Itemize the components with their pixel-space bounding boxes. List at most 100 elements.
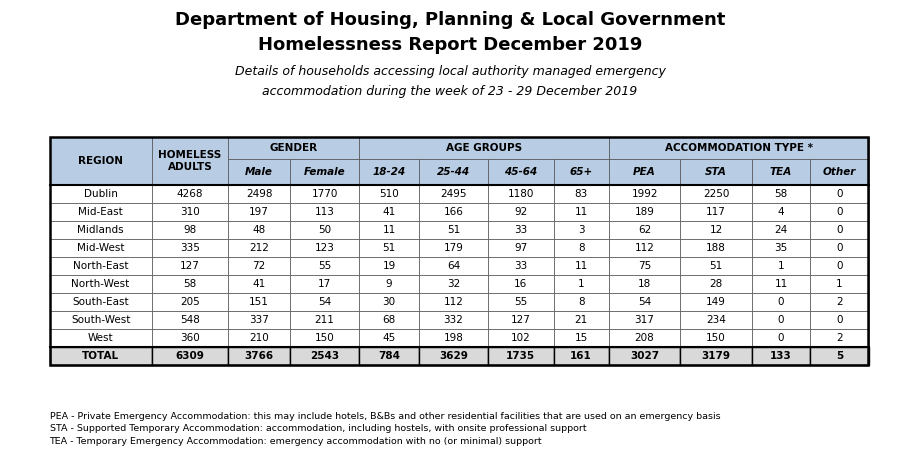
Text: 332: 332 [444, 315, 464, 325]
Text: 0: 0 [836, 315, 842, 325]
Text: 117: 117 [706, 207, 726, 217]
Text: 784: 784 [378, 351, 400, 361]
Text: 15: 15 [574, 333, 588, 343]
Text: STA: STA [706, 167, 727, 177]
Text: 112: 112 [444, 297, 464, 307]
Text: Female: Female [303, 167, 346, 177]
Text: 21: 21 [574, 315, 588, 325]
Text: 1: 1 [778, 261, 785, 271]
Text: 28: 28 [709, 279, 723, 289]
Text: 188: 188 [706, 243, 726, 253]
Text: 55: 55 [318, 261, 331, 271]
Text: 360: 360 [180, 333, 200, 343]
Text: 19: 19 [382, 261, 396, 271]
Text: 112: 112 [634, 243, 654, 253]
Text: 2: 2 [836, 297, 842, 307]
Text: 62: 62 [638, 225, 652, 235]
Text: 0: 0 [836, 243, 842, 253]
Text: 2495: 2495 [440, 189, 466, 199]
Text: 9: 9 [385, 279, 392, 289]
Text: AGE GROUPS: AGE GROUPS [446, 143, 522, 153]
Text: 24: 24 [775, 225, 788, 235]
Text: 4: 4 [778, 207, 785, 217]
Text: 510: 510 [379, 189, 399, 199]
Text: 123: 123 [315, 243, 335, 253]
Text: 64: 64 [446, 261, 460, 271]
Text: 3179: 3179 [702, 351, 731, 361]
Text: 58: 58 [184, 279, 197, 289]
Text: 335: 335 [180, 243, 200, 253]
Text: 16: 16 [514, 279, 527, 289]
Text: 161: 161 [571, 351, 592, 361]
Text: 18: 18 [638, 279, 652, 289]
Text: 41: 41 [253, 279, 266, 289]
Text: 48: 48 [253, 225, 266, 235]
Text: 1180: 1180 [508, 189, 534, 199]
Text: REGION: REGION [78, 156, 123, 166]
Text: 98: 98 [184, 225, 197, 235]
Text: North-West: North-West [71, 279, 130, 289]
Text: 45: 45 [382, 333, 396, 343]
Text: Dublin: Dublin [84, 189, 118, 199]
Text: 58: 58 [775, 189, 788, 199]
Text: 127: 127 [511, 315, 531, 325]
Text: 189: 189 [634, 207, 654, 217]
Text: North-East: North-East [73, 261, 129, 271]
Text: 6309: 6309 [176, 351, 204, 361]
Text: 211: 211 [315, 315, 335, 325]
Text: 0: 0 [778, 297, 784, 307]
Text: HOMELESS
ADULTS: HOMELESS ADULTS [158, 150, 221, 172]
Text: 18-24: 18-24 [373, 167, 406, 177]
Text: 51: 51 [709, 261, 723, 271]
Text: 51: 51 [382, 243, 396, 253]
Text: West: West [88, 333, 113, 343]
Text: 11: 11 [775, 279, 788, 289]
Text: 2: 2 [836, 333, 842, 343]
Text: 92: 92 [514, 207, 527, 217]
Text: 32: 32 [446, 279, 460, 289]
Text: 0: 0 [836, 207, 842, 217]
Text: 50: 50 [318, 225, 331, 235]
Text: 0: 0 [836, 261, 842, 271]
Text: 548: 548 [180, 315, 200, 325]
Text: 8: 8 [578, 243, 584, 253]
Text: 3766: 3766 [245, 351, 274, 361]
Text: 3629: 3629 [439, 351, 468, 361]
Text: 337: 337 [249, 315, 269, 325]
Text: 75: 75 [638, 261, 652, 271]
Text: 55: 55 [514, 297, 527, 307]
Text: 33: 33 [514, 225, 527, 235]
Text: Male: Male [245, 167, 273, 177]
Text: 1992: 1992 [631, 189, 658, 199]
Text: 197: 197 [249, 207, 269, 217]
Text: 17: 17 [318, 279, 331, 289]
Text: accommodation during the week of 23 - 29 December 2019: accommodation during the week of 23 - 29… [263, 86, 637, 99]
Text: 2543: 2543 [310, 351, 339, 361]
Text: 310: 310 [180, 207, 200, 217]
Text: PEA: PEA [634, 167, 656, 177]
Text: 68: 68 [382, 315, 396, 325]
Text: STA - Supported Temporary Accommodation: accommodation, including hostels, with : STA - Supported Temporary Accommodation:… [50, 424, 586, 433]
Text: 97: 97 [514, 243, 527, 253]
Text: 205: 205 [180, 297, 200, 307]
Text: Midlands: Midlands [77, 225, 124, 235]
Text: 54: 54 [638, 297, 652, 307]
Text: 212: 212 [249, 243, 269, 253]
Text: South-West: South-West [71, 315, 130, 325]
Text: 151: 151 [249, 297, 269, 307]
Text: 8: 8 [578, 297, 584, 307]
Text: 208: 208 [634, 333, 654, 343]
Text: 0: 0 [778, 315, 784, 325]
Text: 11: 11 [382, 225, 396, 235]
Text: 72: 72 [253, 261, 266, 271]
Text: 317: 317 [634, 315, 654, 325]
Text: TOTAL: TOTAL [82, 351, 119, 361]
Text: Homelessness Report December 2019: Homelessness Report December 2019 [257, 36, 643, 54]
Text: 11: 11 [574, 261, 588, 271]
Text: 3: 3 [578, 225, 584, 235]
Text: Details of households accessing local authority managed emergency: Details of households accessing local au… [235, 65, 665, 78]
Text: South-East: South-East [72, 297, 129, 307]
Text: 30: 30 [382, 297, 395, 307]
Text: 11: 11 [574, 207, 588, 217]
Text: 83: 83 [574, 189, 588, 199]
